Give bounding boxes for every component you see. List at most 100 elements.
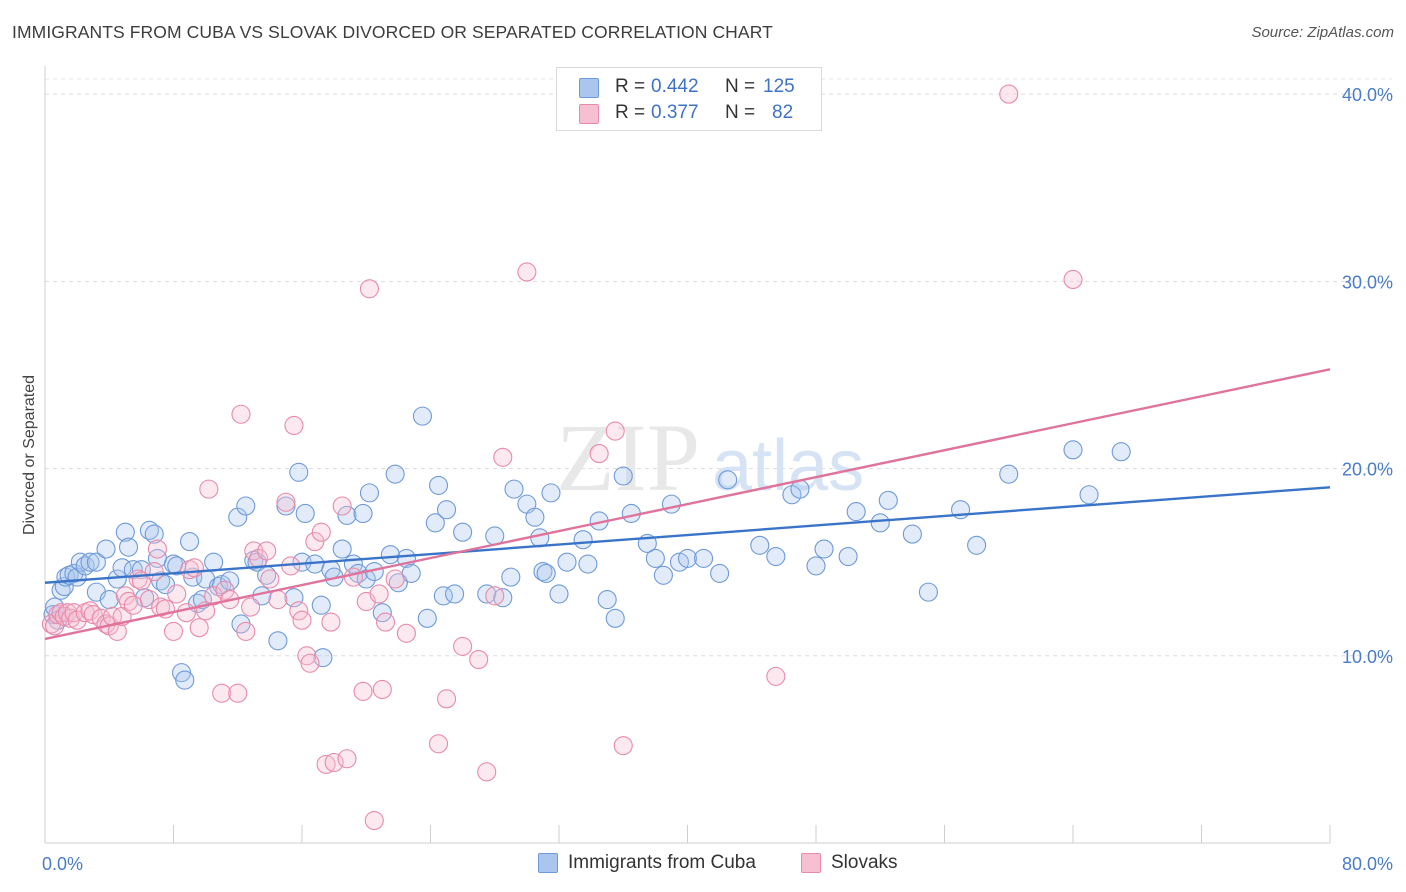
data-point	[401, 563, 421, 583]
chart-title: IMMIGRANTS FROM CUBA VS SLOVAK DIVORCED …	[12, 22, 773, 42]
data-point	[353, 503, 373, 524]
data-point	[80, 552, 100, 572]
data-point	[661, 494, 681, 514]
data-point	[80, 601, 100, 621]
data-point	[184, 558, 204, 578]
data-point	[212, 683, 232, 703]
bottom-legend-swatch-slovaks	[801, 853, 821, 873]
data-point	[64, 563, 84, 583]
data-point	[176, 603, 196, 623]
data-point	[228, 683, 248, 703]
data-point	[1079, 485, 1099, 505]
data-point	[147, 539, 167, 559]
data-point	[99, 590, 119, 610]
data-point	[305, 532, 325, 552]
correlation-legend: R = 0.442 N = 125 R = 0.377 N = 82	[556, 67, 822, 131]
legend-n-label: N =	[725, 102, 756, 123]
data-point	[677, 548, 698, 568]
data-point	[425, 513, 445, 533]
data-point	[163, 621, 184, 641]
data-point	[536, 563, 556, 583]
data-point	[589, 444, 609, 464]
data-point	[918, 582, 938, 602]
data-point	[445, 584, 465, 604]
data-point	[578, 554, 598, 574]
data-point	[1111, 442, 1131, 462]
data-point	[437, 500, 457, 520]
data-point	[236, 496, 256, 516]
legend-r-value-cuba: 0.442	[651, 76, 699, 97]
trend-line-slovaks	[44, 368, 1331, 641]
data-point	[428, 734, 449, 754]
data-point	[321, 612, 341, 632]
data-point	[180, 532, 200, 552]
data-point	[388, 573, 408, 593]
data-point	[118, 537, 139, 557]
data-point	[493, 447, 513, 467]
data-point	[846, 502, 866, 522]
data-point	[300, 653, 320, 673]
source-label: Source: ZipAtlas.com	[1251, 24, 1394, 41]
data-point	[477, 762, 497, 782]
data-point	[139, 590, 159, 610]
legend-r-label: R =	[615, 102, 646, 123]
data-point	[353, 681, 373, 701]
data-point	[501, 567, 521, 587]
data-point	[750, 535, 770, 555]
trend-line-cuba	[44, 486, 1331, 584]
data-point	[231, 404, 251, 424]
data-point	[364, 810, 384, 831]
data-point	[1063, 440, 1083, 460]
data-point	[557, 552, 577, 572]
data-point	[718, 470, 738, 490]
data-point	[485, 586, 505, 606]
data-point	[175, 670, 195, 690]
data-point	[806, 556, 826, 576]
data-point	[541, 483, 561, 503]
data-point	[814, 539, 834, 559]
data-point	[710, 563, 730, 583]
data-point	[115, 522, 135, 542]
data-point	[504, 479, 524, 499]
data-point	[324, 752, 344, 773]
legend-r-value-slovaks: 0.377	[651, 102, 699, 123]
legend-swatch-slovaks	[579, 104, 599, 124]
data-point	[332, 539, 352, 559]
data-point	[605, 421, 625, 441]
data-point	[573, 530, 593, 550]
data-point	[530, 528, 550, 548]
bottom-legend-label-slovaks: Slovaks	[831, 852, 898, 873]
data-point	[61, 608, 81, 628]
data-point	[208, 576, 229, 597]
data-point	[493, 588, 513, 608]
data-point	[613, 736, 633, 756]
legend-r-label: R =	[615, 76, 646, 97]
bottom-legend-label-cuba: Immigrants from Cuba	[568, 852, 756, 873]
data-point	[337, 749, 357, 769]
data-point	[292, 610, 312, 630]
x-tick-label: 80.0%	[1342, 854, 1393, 874]
data-point	[1063, 269, 1083, 289]
data-point	[123, 560, 143, 580]
data-point	[372, 679, 392, 700]
data-point	[215, 580, 235, 600]
data-point	[999, 464, 1019, 484]
data-point	[289, 462, 309, 482]
data-point	[220, 571, 240, 591]
data-point	[902, 524, 922, 544]
data-point	[316, 754, 336, 774]
data-point	[694, 548, 714, 568]
data-point	[337, 505, 357, 525]
data-point	[257, 541, 277, 561]
data-point	[123, 595, 143, 615]
bottom-legend-swatch-cuba	[538, 853, 558, 873]
data-point	[144, 561, 164, 582]
data-point	[199, 479, 219, 499]
data-point	[375, 612, 396, 632]
data-point	[999, 84, 1019, 104]
data-point	[311, 522, 331, 542]
y-tick-label: 40.0%	[1342, 85, 1393, 105]
data-point	[311, 595, 331, 615]
x-tick-labels: 0.0% 80.0%	[42, 854, 1393, 874]
